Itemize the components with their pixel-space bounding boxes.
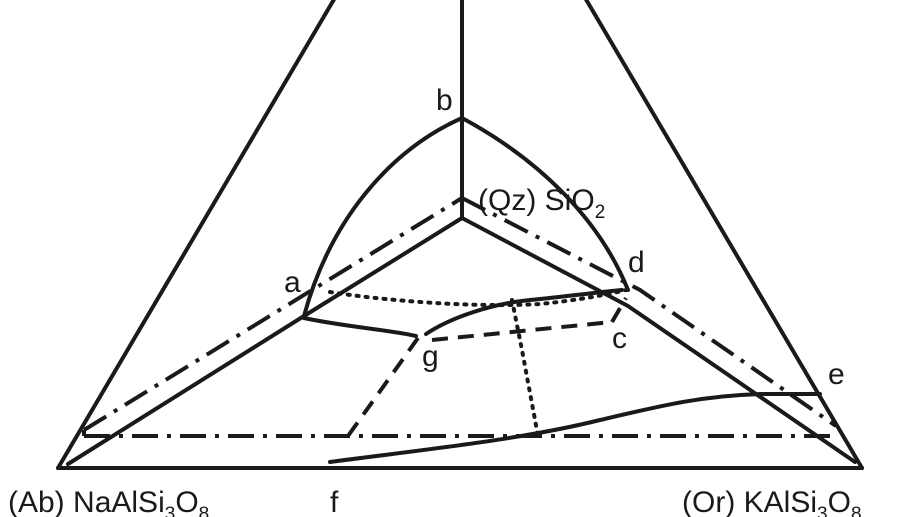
outer-triangle-right-edge: [584, 0, 864, 470]
label-e: e: [828, 358, 845, 391]
label-c: c: [612, 322, 627, 355]
dotted-a-to-d: [328, 288, 628, 308]
label-a: a: [284, 266, 301, 299]
curve-b-to-a: [302, 116, 464, 318]
dashed-g-to-c: [431, 320, 613, 342]
label-b: b: [436, 84, 453, 117]
dashdot-left: [82, 196, 464, 432]
label-g: g: [422, 340, 439, 373]
curve-g-to-d: [424, 288, 624, 336]
curve-b-to-d: [460, 116, 630, 292]
inner-triangle-right: [460, 216, 857, 464]
dashdot-right: [461, 196, 838, 428]
label-qz: (Qz) SiO2: [478, 184, 605, 223]
dotted-vertical: [510, 298, 540, 438]
outer-triangle-left-edge: [56, 0, 336, 470]
dashed-g-to-base: [346, 336, 420, 438]
dashed-c-to-d: [610, 296, 628, 324]
label-or: (Or) KAlSi3O8: [682, 486, 862, 517]
label-d: d: [628, 246, 645, 279]
curve-a-to-g: [302, 316, 418, 338]
label-f: f: [330, 486, 339, 517]
inner-triangle-left: [66, 216, 464, 466]
curve-lower-to-e: [328, 392, 822, 464]
label-ab: (Ab) NaAlSi3O8: [8, 486, 209, 517]
